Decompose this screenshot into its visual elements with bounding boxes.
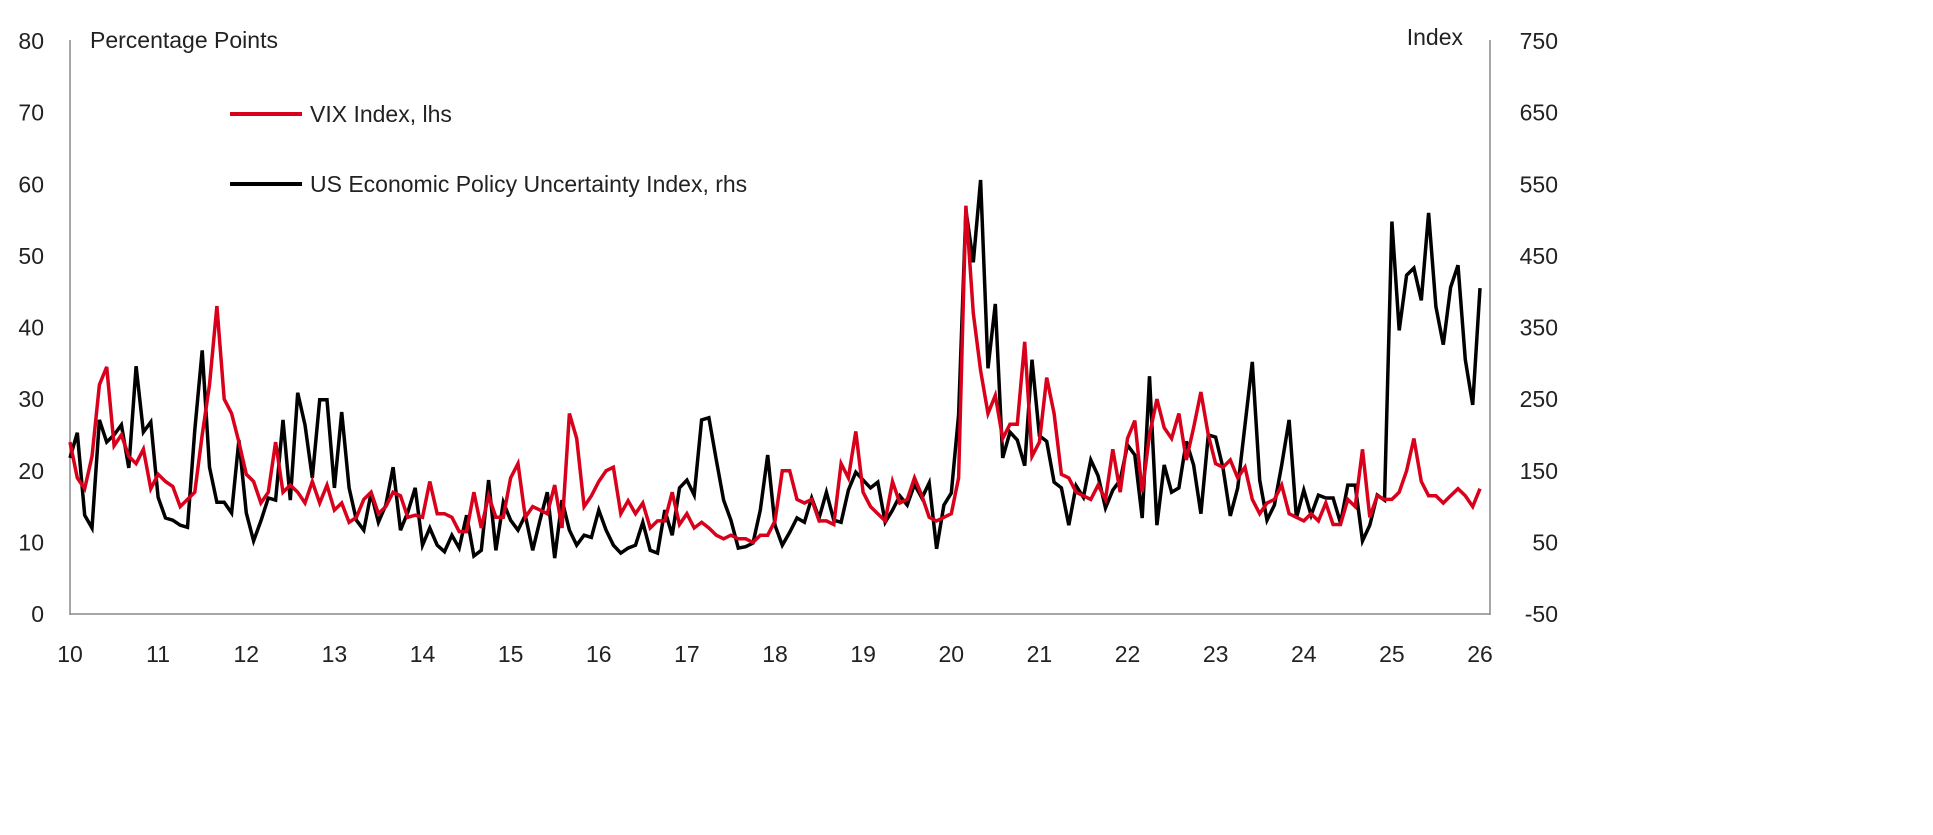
right-tick-label: 250: [1520, 386, 1558, 412]
right-tick-label: 750: [1520, 28, 1558, 54]
x-tick-labels: 10 11 12 13 14 15 16 17 18 19 20 21 22 23 24 25 26: [57, 641, 1493, 667]
x-tick-label: 19: [850, 641, 876, 667]
left-tick-label: 30: [18, 386, 44, 412]
left-tick-label: 0: [31, 601, 44, 627]
left-tick-label: 40: [18, 315, 44, 341]
left-tick-label: 70: [18, 100, 44, 126]
left-tick-label: 80: [18, 28, 44, 54]
x-tick-label: 23: [1203, 641, 1229, 667]
legend-label-vix: VIX Index, lhs: [310, 101, 452, 127]
right-tick-label: 450: [1520, 243, 1558, 269]
vix-series-line: [68, 205, 1482, 545]
legend: VIX Index, lhs US Economic Policy Uncert…: [230, 101, 747, 197]
x-tick-label: 12: [233, 641, 259, 667]
x-tick-label: 21: [1027, 641, 1053, 667]
x-tick-label: 14: [410, 641, 436, 667]
x-tick-label: 11: [146, 641, 170, 667]
left-tick-labels: 0 10 20 30 40 50 60 70 80: [18, 28, 44, 627]
x-tick-label: 20: [938, 641, 964, 667]
right-tick-label: 150: [1520, 458, 1558, 484]
right-axis-label: Index: [1407, 24, 1464, 50]
x-tick-label: 10: [57, 641, 83, 667]
x-tick-label: 13: [322, 641, 348, 667]
epu-series-line: [68, 179, 1482, 560]
x-tick-label: 18: [762, 641, 788, 667]
x-tick-label: 26: [1467, 641, 1493, 667]
left-tick-label: 50: [18, 243, 44, 269]
right-tick-label: -50: [1525, 601, 1558, 627]
left-tick-label: 60: [18, 171, 44, 197]
right-tick-label: 50: [1532, 529, 1558, 555]
left-axis-label: Percentage Points: [90, 27, 278, 53]
right-tick-labels: -50 50 150 250 350 450 550 650 750: [1520, 28, 1558, 627]
x-tick-label: 24: [1291, 641, 1317, 667]
right-tick-label: 550: [1520, 171, 1558, 197]
x-tick-label: 16: [586, 641, 612, 667]
right-tick-label: 350: [1520, 315, 1558, 341]
left-tick-label: 20: [18, 458, 44, 484]
left-tick-label: 10: [18, 529, 44, 555]
x-tick-label: 15: [498, 641, 524, 667]
x-tick-label: 25: [1379, 641, 1405, 667]
right-tick-label: 650: [1520, 100, 1558, 126]
series-lines: [68, 179, 1482, 560]
legend-label-epu: US Economic Policy Uncertainty Index, rh…: [310, 171, 747, 197]
x-tick-label: 22: [1115, 641, 1141, 667]
x-tick-label: 17: [674, 641, 700, 667]
